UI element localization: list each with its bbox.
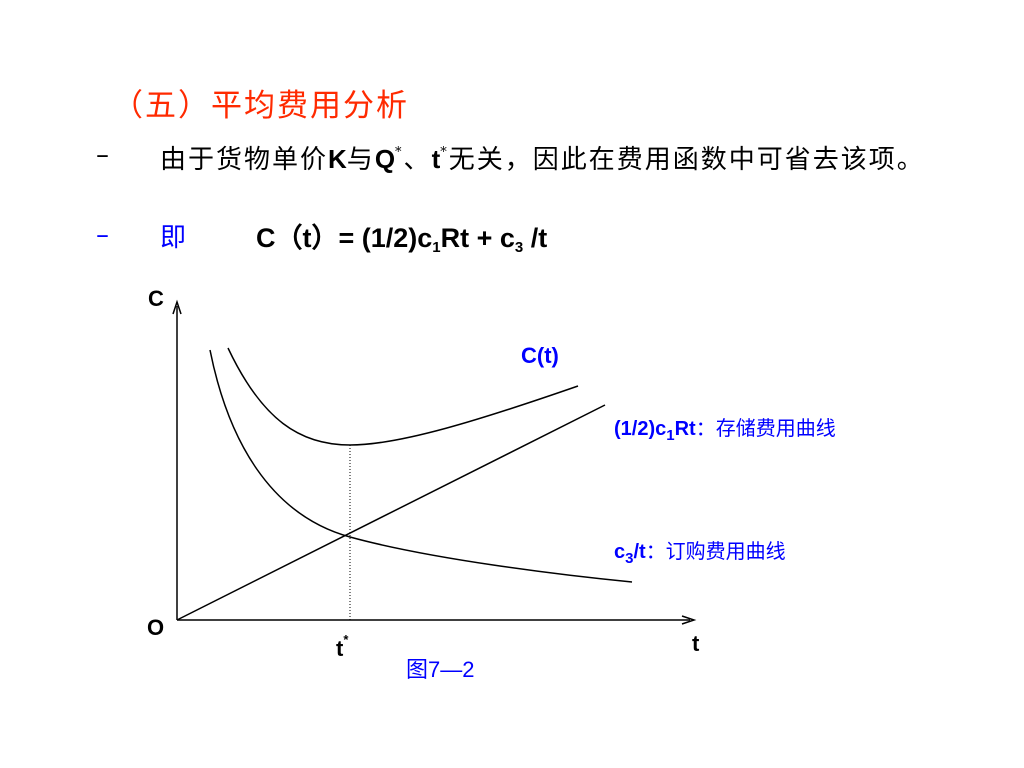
text: ：存储费用曲线	[695, 418, 836, 440]
text: Rt + c	[440, 223, 515, 253]
text: /t	[633, 541, 646, 563]
text: ：订购费用曲线	[645, 541, 786, 563]
arrow	[172, 299, 182, 315]
order-curve	[209, 349, 633, 583]
bullet-label: 即	[160, 223, 187, 253]
curve-label: (1/2)c1Rt：存储费用曲线	[614, 412, 836, 444]
text: Rt	[674, 418, 696, 440]
superscript: *	[440, 145, 449, 160]
subscript: 1	[666, 427, 675, 444]
text: Q	[374, 144, 396, 174]
y-axis-label: C	[148, 286, 164, 311]
text: 无关，因此在费用函数中可省去该项。	[448, 145, 925, 175]
total-curve	[227, 347, 579, 446]
text: 由于货物单价	[160, 145, 329, 175]
origin-label: O	[147, 615, 165, 640]
curve-label: C(t)	[521, 343, 559, 368]
subscript: 3	[625, 550, 634, 567]
text: C（t）= (1/2)c	[256, 223, 433, 253]
text: c	[614, 541, 626, 563]
text: (1/2)c	[614, 418, 667, 440]
text: /t	[523, 223, 548, 253]
text: t	[431, 144, 441, 174]
text: t	[336, 636, 344, 661]
bullet-marker: –	[96, 220, 109, 250]
text: 与	[346, 145, 375, 175]
x-axis-label: t	[692, 631, 700, 656]
text: 、	[403, 145, 432, 175]
caption: 图7—2	[406, 657, 475, 682]
bullet-marker: –	[96, 140, 109, 170]
arrow	[681, 615, 697, 625]
subscript: 1	[432, 239, 441, 256]
superscript: *	[395, 145, 404, 160]
t-star-label: t*	[336, 632, 348, 662]
superscript: *	[343, 632, 349, 647]
formula: C（t）= (1/2)c1Rt + c3 /t	[256, 216, 547, 256]
text: K	[328, 144, 347, 174]
bullet-text: 由于货物单价K与Q*、t*无关，因此在费用函数中可省去该项。	[160, 136, 930, 177]
heading: （五）平均费用分析	[112, 88, 409, 124]
storage-line	[176, 404, 606, 621]
subscript: 3	[514, 239, 524, 256]
curve-label: c3/t：订购费用曲线	[614, 535, 786, 567]
